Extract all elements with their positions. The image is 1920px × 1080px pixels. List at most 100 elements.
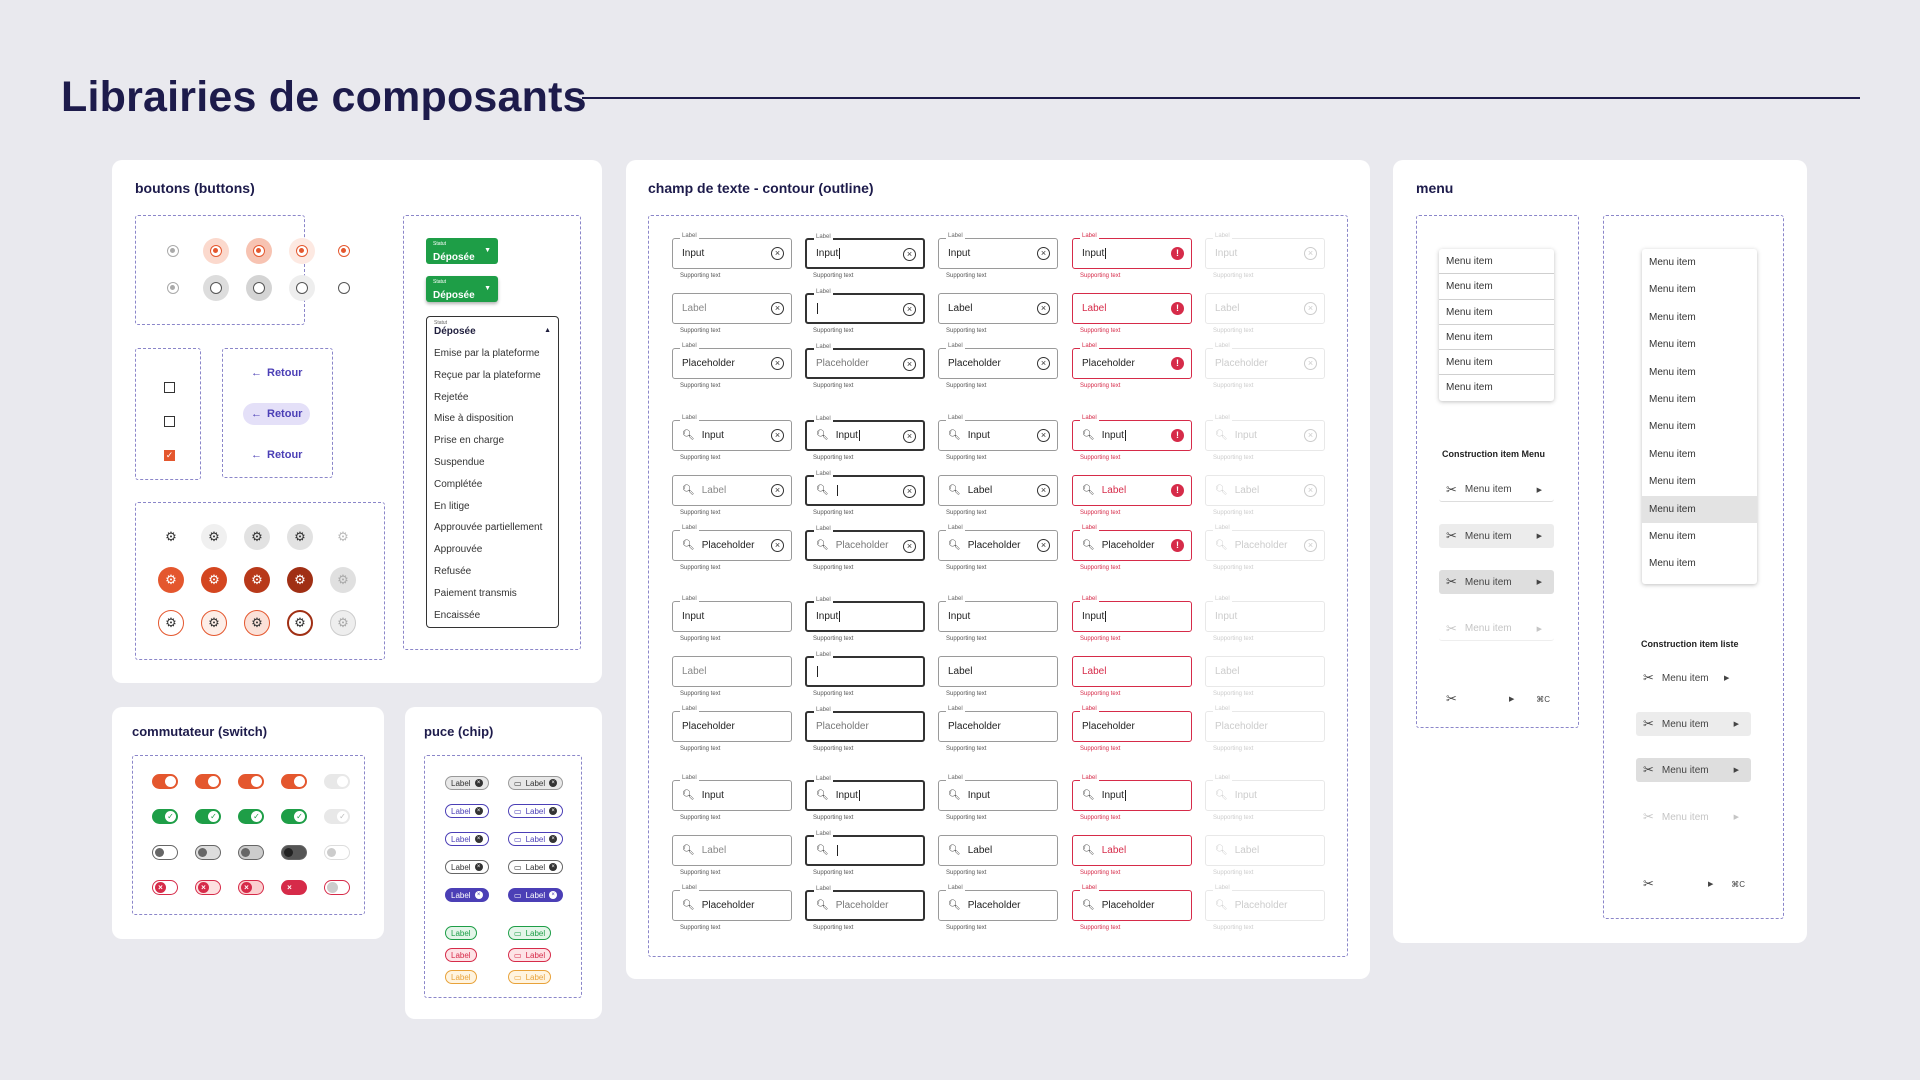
text-field-filled[interactable]: 🔍︎ Label ×: [938, 475, 1058, 506]
clear-icon[interactable]: ×: [1037, 539, 1050, 552]
gear-icon[interactable]: ⚙: [287, 524, 313, 550]
dropdown-item[interactable]: Encaissée: [434, 609, 481, 621]
dropdown-item[interactable]: Mise à disposition: [434, 413, 514, 425]
status-chip[interactable]: Label: [445, 970, 477, 984]
clear-icon[interactable]: ×: [903, 430, 916, 443]
text-field-error[interactable]: Label: [1072, 656, 1192, 687]
gear-icon[interactable]: ⚙: [244, 567, 270, 593]
gear-icon[interactable]: ⚙: [165, 529, 177, 544]
switch-on[interactable]: [238, 774, 264, 789]
list-item-shortcut-row[interactable]: ✂ ▶ ⌘C: [1643, 876, 1745, 891]
radio-off-disabled[interactable]: [167, 282, 179, 294]
text-field-error[interactable]: Label Input: [1072, 595, 1192, 632]
text-field-filled[interactable]: Label 🔍︎ Placeholder: [938, 884, 1058, 921]
checkbox-unchecked[interactable]: [164, 382, 175, 393]
clear-icon[interactable]: ×: [903, 303, 916, 316]
menu-item[interactable]: Menu item: [1439, 274, 1554, 300]
chip-with-icon[interactable]: ▭ Label ×: [508, 776, 564, 790]
menu-item[interactable]: Menu item: [1649, 284, 1696, 296]
dropdown-item[interactable]: Complétée: [434, 478, 483, 490]
menu-item[interactable]: Menu item: [1446, 382, 1493, 394]
status-button[interactable]: Statut Déposée ▼: [426, 238, 498, 264]
radio-off-hover[interactable]: [210, 282, 222, 294]
retour-button[interactable]: ← Retour: [251, 367, 303, 379]
switch-on[interactable]: [152, 774, 178, 789]
menu-item-row[interactable]: ✂ Menu item ▶: [1439, 478, 1554, 502]
menu-item[interactable]: Menu item: [1649, 558, 1696, 570]
text-field-filled[interactable]: Label: [938, 656, 1058, 687]
switch-off[interactable]: [195, 845, 221, 860]
menu-item-row-hover[interactable]: ✂ Menu item ▶: [1439, 524, 1554, 548]
clear-icon[interactable]: ×: [771, 484, 784, 497]
clear-icon[interactable]: ×: [1037, 302, 1050, 315]
menu-item[interactable]: Menu item: [1439, 300, 1554, 325]
switch-off[interactable]: [152, 845, 178, 860]
close-icon[interactable]: ×: [474, 891, 483, 899]
menu-item[interactable]: Menu item: [1642, 495, 1757, 523]
menu-item[interactable]: Menu item: [1439, 350, 1554, 376]
text-field-focus[interactable]: Label Input: [805, 596, 925, 632]
text-field-default[interactable]: Label 🔍︎ Placeholder: [672, 884, 792, 921]
checkbox-unchecked[interactable]: [164, 416, 175, 427]
status-chip-with-icon[interactable]: ▭ Label: [508, 970, 552, 984]
switch-off[interactable]: [281, 845, 307, 860]
dropdown-item[interactable]: Rejetée: [434, 391, 469, 403]
dropdown-item[interactable]: Paiement transmis: [434, 587, 517, 599]
switch-off[interactable]: ×: [195, 880, 221, 895]
text-field-focus[interactable]: Label 🔍︎: [805, 830, 925, 866]
gear-icon[interactable]: ⚙: [330, 610, 356, 636]
text-field-default[interactable]: Label 🔍︎ Placeholder ×: [672, 524, 792, 561]
text-field-error[interactable]: Label 🔍︎ Input!: [1072, 414, 1192, 451]
dropdown-item[interactable]: Approuvée: [434, 544, 483, 556]
gear-icon[interactable]: ⚙: [158, 567, 184, 593]
gear-icon[interactable]: ⚙: [330, 567, 356, 593]
menu-item[interactable]: Menu item: [1649, 530, 1696, 542]
menu-item[interactable]: Menu item: [1439, 249, 1554, 275]
clear-icon[interactable]: ×: [1037, 484, 1050, 497]
switch-on[interactable]: [324, 774, 350, 789]
clear-icon[interactable]: ×: [903, 485, 916, 498]
text-field-default[interactable]: 🔍︎ Label: [672, 835, 792, 866]
text-field-error[interactable]: Label Placeholder!: [1072, 342, 1192, 379]
chip[interactable]: Label ×: [445, 804, 489, 818]
clear-icon[interactable]: ×: [1304, 539, 1317, 552]
close-icon[interactable]: ×: [549, 779, 558, 787]
text-field-error[interactable]: Label 🔍︎ Input: [1072, 774, 1192, 811]
gear-icon[interactable]: ⚙: [337, 529, 349, 544]
retour-button-hover[interactable]: ← Retour: [243, 403, 311, 425]
text-field-focus[interactable]: Label 🔍︎ Input: [805, 775, 925, 811]
text-field-error[interactable]: Label!: [1072, 293, 1192, 324]
switch-on[interactable]: ✓: [152, 809, 178, 824]
dropdown-header[interactable]: Statut Déposée ▲: [434, 320, 551, 337]
text-field-default[interactable]: Label Placeholder: [672, 705, 792, 742]
text-field-filled[interactable]: Label Placeholder: [938, 705, 1058, 742]
list-item-row[interactable]: ✂ Menu item ▶: [1643, 670, 1730, 685]
switch-off[interactable]: ×: [152, 880, 178, 895]
text-field-default[interactable]: Label Placeholder ×: [672, 342, 792, 379]
radio-off-pressed[interactable]: [296, 282, 308, 294]
chip-with-icon[interactable]: ▭ Label ×: [508, 888, 564, 902]
text-field-disabled[interactable]: 🔍︎ Label: [1205, 835, 1325, 866]
switch-off[interactable]: [324, 880, 350, 895]
radio-off-focus[interactable]: [253, 282, 265, 294]
dropdown-item[interactable]: Approuvée partiellement: [434, 522, 543, 534]
text-field-focus[interactable]: Label 🔍︎ Input ×: [805, 415, 925, 451]
clear-icon[interactable]: ×: [771, 247, 784, 260]
text-field-filled[interactable]: Label 🔍︎ Placeholder ×: [938, 524, 1058, 561]
dropdown-item[interactable]: Suspendue: [434, 456, 485, 468]
gear-icon[interactable]: ⚙: [158, 610, 184, 636]
clear-icon[interactable]: ×: [1037, 357, 1050, 370]
text-field-disabled[interactable]: Label ×: [1205, 293, 1325, 324]
menu-item[interactable]: Menu item: [1649, 311, 1696, 323]
text-field-default[interactable]: Label Input ×: [672, 232, 792, 269]
text-field-error[interactable]: Label Input!: [1072, 232, 1192, 269]
close-icon[interactable]: ×: [474, 779, 483, 787]
chip[interactable]: Label ×: [445, 888, 489, 902]
dropdown-item[interactable]: En litige: [434, 500, 470, 512]
close-icon[interactable]: ×: [549, 835, 558, 843]
text-field-filled[interactable]: Label Input ×: [938, 232, 1058, 269]
list-item-row-pressed[interactable]: ✂ Menu item ▶: [1636, 758, 1751, 782]
switch-on[interactable]: ✓: [281, 809, 307, 824]
status-chip[interactable]: Label: [445, 948, 477, 962]
text-field-focus[interactable]: Label Placeholder ×: [805, 343, 925, 379]
